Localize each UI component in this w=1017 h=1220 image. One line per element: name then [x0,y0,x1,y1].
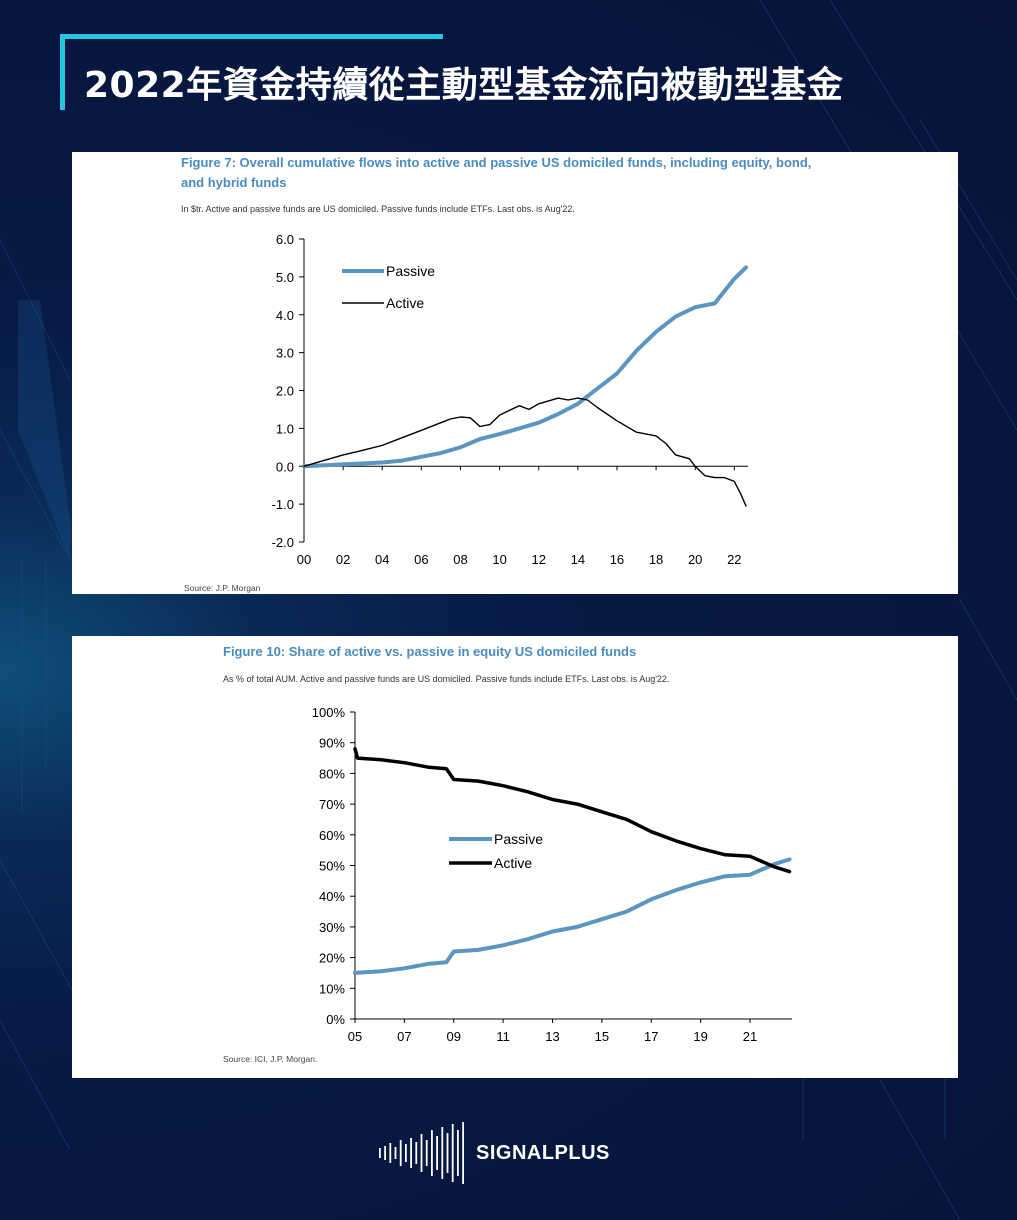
y-tick-label: 100% [312,705,346,720]
y-tick-label: 90% [319,736,345,751]
y-tick-label: 1.0 [276,421,294,436]
series-line-passive [353,857,792,975]
y-tick-label: 70% [319,797,345,812]
y-tick-label: 6.0 [276,232,294,247]
series-line-active [303,397,747,507]
x-tick-label: 13 [545,1029,559,1044]
x-tick-label: 21 [743,1029,757,1044]
x-tick-label: 09 [447,1029,461,1044]
x-tick-label: 19 [693,1029,707,1044]
x-tick-label: 11 [496,1029,510,1044]
logo-bar [410,1138,412,1168]
y-tick-label: 4.0 [276,308,294,323]
logo-bar [415,1142,418,1164]
series-line-passive [302,265,748,469]
signal-waveform-icon [379,1122,464,1184]
x-tick-label: 08 [453,552,467,567]
y-tick-label: 40% [319,889,345,904]
legend-label-active: Active [494,855,532,871]
page-title: 2022年資金持續從主動型基金流向被動型基金 [84,65,844,106]
x-tick-label: 16 [610,552,624,567]
legend-label-active: Active [386,295,424,311]
logo-bar [436,1136,438,1170]
y-tick-label: 10% [319,981,345,996]
x-tick-label: 18 [649,552,663,567]
y-tick-label: 5.0 [276,270,294,285]
logo-bar [405,1144,407,1162]
logo-bar [446,1133,449,1173]
y-tick-label: -1.0 [272,497,294,512]
y-tick-label: 50% [319,859,345,874]
x-tick-label: 05 [348,1029,362,1044]
figure-10-source: Source: ICI, J.P. Morgan. [223,1054,318,1064]
figure-7-title-line1: Figure 7: Overall cumulative flows into … [181,155,812,170]
y-tick-label: 30% [319,920,345,935]
figure-10-title: Figure 10: Share of active vs. passive i… [223,644,637,659]
logo-bar [394,1147,397,1159]
logo-bar [462,1122,464,1184]
x-tick-label: 00 [297,552,311,567]
logo-bar [431,1130,433,1176]
logo-bar [379,1148,381,1158]
y-tick-label: 80% [319,766,345,781]
logo-bar [457,1130,459,1176]
x-tick-label: 12 [531,552,545,567]
x-tick-label: 10 [492,552,506,567]
x-tick-label: 07 [397,1029,411,1044]
logo-bar [399,1140,402,1166]
logo-bar [451,1124,454,1182]
x-tick-label: 17 [644,1029,658,1044]
figure-7-chart: 6.0 5.0 4.0 3.0 2.0 1.0 0.0 -1.0 -2.000 02 04 06 08 1… [272,232,748,567]
figure-10-panel: Figure 10: Share of active vs. passive i… [72,636,958,1078]
legend-label-passive: Passive [494,831,543,847]
y-tick-label: 60% [319,828,345,843]
figure-7-source: Source: J.P. Morgan [184,583,261,593]
x-tick-label: 14 [571,552,585,567]
logo-bar [441,1127,444,1179]
x-tick-label: 06 [414,552,428,567]
y-tick-label: 2.0 [276,384,294,399]
legend-label-passive: Passive [386,263,435,279]
title-frame [60,34,443,110]
series-line-active [353,747,792,874]
brand-footer: SIGNALPLUS [377,1120,627,1186]
logo-bar [384,1146,386,1160]
y-tick-label: 3.0 [276,346,294,361]
figure-7-subtitle: In $tr. Active and passive funds are US … [181,204,575,214]
x-tick-label: 20 [688,552,702,567]
y-tick-label: 0% [326,1012,345,1027]
x-tick-label: 02 [336,552,350,567]
y-tick-label: 20% [319,951,345,966]
x-tick-label: 04 [375,552,389,567]
logo-bar [389,1143,392,1163]
figure-10-subtitle: As % of total AUM. Active and passive fu… [223,674,670,684]
logo-bar [420,1134,423,1172]
x-tick-label: 15 [595,1029,609,1044]
figure-7-panel: Figure 7: Overall cumulative flows into … [72,152,958,594]
y-tick-label: -2.0 [272,535,294,550]
logo-bar [425,1140,428,1166]
figure-10-chart: 100% 90% 80% 70% 60% 50% 40% 30% 20% 10% 0%05 07 09 1… [312,705,792,1044]
figure-7-title-line2: and hybrid funds [181,175,287,190]
brand-name: SIGNALPLUS [476,1142,610,1164]
y-tick-label: 0.0 [276,459,294,474]
x-tick-label: 22 [727,552,741,567]
